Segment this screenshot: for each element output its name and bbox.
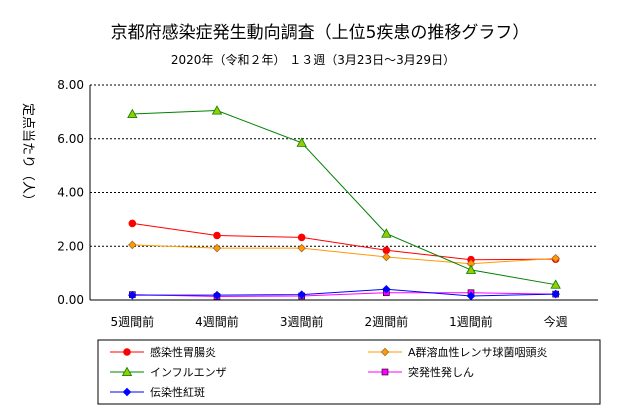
x-tick-label: 5週間前 bbox=[111, 314, 155, 329]
y-tick-label: 8.00 bbox=[57, 78, 84, 92]
legend-label: 突発性発しん bbox=[408, 365, 474, 379]
data-point bbox=[551, 289, 560, 299]
legend-item: A群溶血性レンサ球菌咽頭炎 bbox=[368, 345, 548, 359]
data-point bbox=[382, 284, 391, 294]
data-point bbox=[297, 290, 306, 299]
legend-swatch-marker bbox=[121, 366, 133, 377]
data-point bbox=[382, 246, 391, 255]
data-point bbox=[128, 240, 137, 250]
series-line bbox=[132, 292, 556, 298]
chart-subtitle: 2020年（令和２年） １３週（3月23日～3月29日） bbox=[171, 52, 455, 67]
y-tick-label: 2.00 bbox=[57, 239, 84, 253]
data-point bbox=[212, 290, 222, 300]
series-1 bbox=[128, 219, 560, 264]
legend-swatch-marker bbox=[122, 387, 132, 397]
legend-item: 突発性発しん bbox=[368, 365, 474, 379]
series-2 bbox=[128, 240, 560, 269]
grid bbox=[89, 84, 598, 301]
series-4 bbox=[129, 289, 559, 300]
data-point bbox=[128, 290, 137, 300]
x-tick-label: 4週間前 bbox=[195, 314, 239, 329]
plot-area bbox=[127, 105, 561, 301]
legend-item: 感染性胃腸炎 bbox=[110, 345, 216, 359]
series-line bbox=[132, 110, 556, 286]
data-point bbox=[297, 233, 306, 242]
data-point bbox=[297, 243, 306, 253]
series-line bbox=[132, 288, 556, 297]
chart-title: 京都府感染症発生動向調査（上位5疾患の推移グラフ） bbox=[111, 23, 530, 43]
legend-box bbox=[97, 339, 601, 405]
legend-label: 伝染性紅斑 bbox=[150, 385, 205, 399]
x-axis-ticks: 5週間前 4週間前 3週間前 2週間前 1週間前 今週 bbox=[111, 314, 568, 329]
series-line bbox=[132, 244, 556, 265]
data-point bbox=[211, 105, 223, 115]
series-line bbox=[132, 222, 556, 261]
data-point bbox=[551, 254, 560, 263]
legend-label: A群溶血性レンサ球菌咽頭炎 bbox=[408, 345, 548, 359]
data-point bbox=[550, 279, 561, 289]
x-tick-label: 2週間前 bbox=[365, 314, 409, 329]
series-5 bbox=[128, 284, 560, 301]
x-tick-label: 今週 bbox=[544, 314, 568, 329]
data-point bbox=[127, 108, 138, 119]
series-3 bbox=[127, 105, 561, 289]
y-axis-label: 定点当たり（人） bbox=[20, 103, 35, 207]
y-tick-label: 6.00 bbox=[57, 132, 84, 146]
x-tick-label: 3週間前 bbox=[280, 314, 324, 329]
data-point bbox=[466, 291, 476, 301]
data-point bbox=[212, 243, 222, 253]
data-point bbox=[213, 231, 221, 240]
legend-label: インフルエンザ bbox=[150, 366, 227, 379]
legend-swatch-marker bbox=[380, 347, 390, 357]
data-point bbox=[128, 219, 137, 228]
y-tick-label: 0.00 bbox=[57, 293, 84, 307]
x-tick-label: 1週間前 bbox=[449, 314, 493, 329]
data-point bbox=[382, 252, 391, 262]
y-tick-label: 4.00 bbox=[57, 186, 84, 200]
data-point bbox=[381, 228, 392, 238]
data-point bbox=[296, 137, 307, 147]
data-point bbox=[465, 264, 477, 274]
legend-swatch-marker bbox=[381, 368, 389, 376]
legend-item: 伝染性紅斑 bbox=[110, 385, 205, 399]
legend-swatch-marker bbox=[123, 348, 131, 356]
y-axis-ticks: 0.00 2.00 4.00 6.00 8.00 bbox=[57, 78, 84, 307]
legend-item: インフルエンザ bbox=[110, 366, 227, 379]
legend-label: 感染性胃腸炎 bbox=[150, 345, 216, 359]
